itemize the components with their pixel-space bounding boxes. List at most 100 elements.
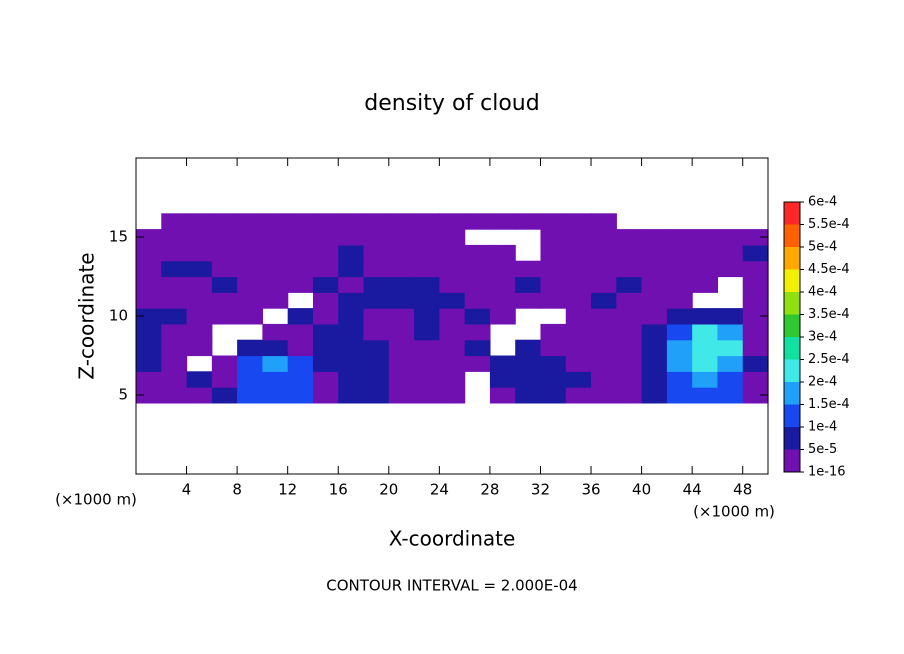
contour-cell	[161, 323, 188, 341]
contour-cell	[363, 355, 390, 372]
contour-cell	[464, 276, 491, 293]
contour-cell	[186, 292, 213, 309]
contour-cell	[666, 387, 693, 404]
x-tick-label: 36	[581, 481, 600, 499]
contour-cell	[565, 213, 592, 230]
colorbar-label: 6e-4	[808, 195, 837, 210]
contour-cell	[616, 323, 643, 341]
contour-cell	[742, 371, 769, 388]
colorbar-label: 2e-4	[808, 375, 837, 390]
contour-cell	[591, 292, 617, 309]
contour-cell	[666, 323, 693, 341]
contour-cell	[439, 260, 466, 278]
contour-cell	[540, 229, 567, 246]
contour-cell	[540, 292, 567, 309]
y-axis-label: Z-coordinate	[75, 252, 99, 379]
contour-cell	[312, 276, 339, 293]
contour-cell	[641, 229, 668, 246]
contour-cell	[641, 323, 668, 341]
contour-cell	[464, 355, 491, 372]
contour-cell	[262, 339, 289, 357]
contour-cell	[237, 387, 263, 404]
contour-cell	[287, 276, 314, 293]
contour-cell	[414, 323, 440, 341]
x-tick-label: 40	[632, 481, 651, 499]
contour-cell	[338, 229, 365, 246]
contour-cell	[186, 308, 213, 325]
contour-cell	[540, 260, 567, 278]
contour-cell	[211, 292, 238, 309]
contour-cell	[388, 323, 415, 341]
contour-cell	[161, 260, 188, 278]
contour-cell	[742, 244, 769, 262]
contour-cell	[565, 308, 592, 325]
contour-cell	[338, 339, 365, 357]
colorbar-band	[784, 269, 800, 292]
contour-cell	[312, 323, 339, 341]
contour-cell	[515, 292, 542, 309]
x-tick-label: 28	[480, 481, 499, 499]
contour-cell	[262, 260, 289, 278]
contour-cell	[136, 323, 162, 341]
contour-cell	[717, 371, 744, 388]
contour-cell	[262, 292, 289, 309]
contour-cell	[237, 371, 263, 388]
contour-cell	[136, 292, 162, 309]
contour-cell	[312, 213, 339, 230]
contour-cell	[338, 244, 365, 262]
contour-cell	[186, 244, 213, 262]
contour-cell	[666, 339, 693, 357]
contour-cell	[262, 213, 289, 230]
contour-cell	[641, 292, 668, 309]
contour-cell	[717, 229, 744, 246]
x-tick-label: 4	[182, 481, 192, 499]
x-tick-label: 44	[683, 481, 702, 499]
colorbar-band	[784, 202, 800, 225]
contour-cell	[363, 260, 390, 278]
contour-cell	[161, 244, 188, 262]
contour-cell	[742, 308, 769, 325]
contour-cell	[591, 371, 617, 388]
contour-cell	[414, 229, 440, 246]
contour-cell	[666, 292, 693, 309]
contour-cell	[641, 276, 668, 293]
contour-cell	[262, 387, 289, 404]
colorbar-band	[784, 292, 800, 315]
contour-cell	[591, 276, 617, 293]
contour-cell	[666, 355, 693, 372]
x-unit: (×1000 m)	[693, 503, 775, 521]
contour-cell	[692, 371, 719, 388]
contour-cell	[489, 292, 516, 309]
contour-cell	[237, 308, 263, 325]
contour-cell	[338, 213, 365, 230]
contour-cell	[414, 276, 440, 293]
x-tick-label: 48	[733, 481, 752, 499]
contour-cell	[692, 276, 719, 293]
y-tick-label: 5	[118, 386, 128, 404]
contour-cell	[186, 276, 213, 293]
contour-cell	[312, 260, 339, 278]
axes: 4 8 12 16 20 24 28 32 36 40 44 48510151e-165e-51e-4…	[109, 157, 850, 499]
contour-cell	[439, 355, 466, 372]
contour-cell	[186, 371, 213, 388]
contour-cell	[136, 387, 162, 404]
contour-cell	[211, 355, 238, 372]
contour-cell	[616, 244, 643, 262]
contour-cell	[414, 260, 440, 278]
contour-cell	[414, 387, 440, 404]
contour-cell	[136, 229, 162, 246]
contour-cell	[136, 339, 162, 357]
contour-cell	[287, 355, 314, 372]
colorbar-label: 2.5e-4	[808, 352, 850, 367]
contour-cell	[211, 229, 238, 246]
contour-cell	[338, 371, 365, 388]
contour-cell	[666, 371, 693, 388]
contour-cell	[591, 339, 617, 357]
colorbar-label: 1e-4	[808, 420, 837, 435]
contour-cell	[262, 371, 289, 388]
contour-cell	[565, 276, 592, 293]
contour-cell	[439, 371, 466, 388]
contour-cell	[464, 292, 491, 309]
contour-cell	[388, 308, 415, 325]
contour-cell	[565, 292, 592, 309]
